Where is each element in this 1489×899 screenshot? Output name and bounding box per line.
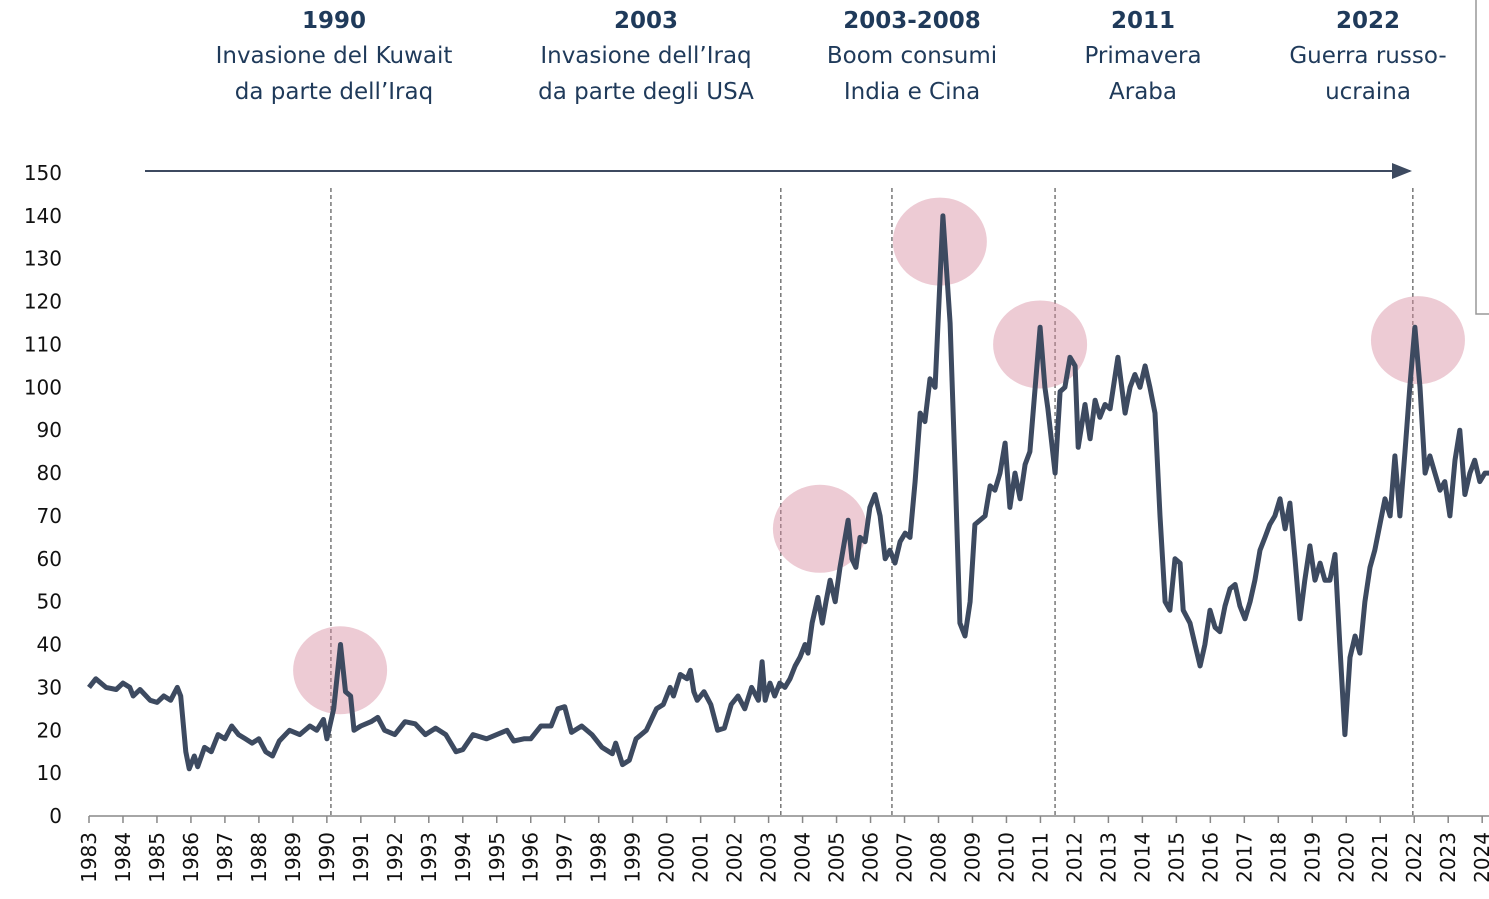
y-tick-label: 30 [37,675,62,699]
legend-box-edge [1475,0,1489,315]
y-tick-label: 150 [24,161,62,185]
event-text: ucraina [1325,79,1411,105]
x-tick-label: 1986 [179,832,203,883]
x-tick-label: 2024 [1470,832,1489,883]
x-tick-label: 2008 [927,832,951,883]
event-text: Guerra russo- [1289,43,1446,69]
x-tick-label: 2002 [723,832,747,883]
x-tick-label: 2012 [1062,832,1086,883]
x-tick-label: 1991 [349,832,373,883]
x-tick-label: 1990 [315,832,339,883]
x-tick-label: 1987 [213,832,237,883]
x-tick-label: 2001 [689,832,713,883]
x-tick-label: 2023 [1436,832,1460,883]
x-tick-label: 1992 [383,832,407,883]
event-text: da parte degli USA [538,79,754,105]
x-tick-label: 2016 [1198,832,1222,883]
x-tick-label: 2013 [1096,832,1120,883]
event-text: India e Cina [844,79,980,105]
x-tick-label: 1983 [77,832,101,883]
x-tick-label: 2019 [1300,832,1324,883]
x-tick-label: 2020 [1334,832,1358,883]
x-tick-label: 1999 [621,832,645,883]
x-tick-label: 2015 [1164,832,1188,883]
x-tick-label: 2021 [1368,832,1392,883]
y-tick-label: 50 [37,590,62,614]
x-tick-label: 1985 [145,832,169,883]
event-text: Boom consumi [827,43,997,69]
y-tick-label: 10 [37,761,62,785]
x-tick-label: 1989 [281,832,305,883]
x-tick-label: 2003 [757,832,781,883]
y-tick-label: 60 [37,547,62,571]
x-tick-label: 1998 [587,832,611,883]
y-tick-label: 80 [37,461,62,485]
y-tick-label: 40 [37,633,62,657]
x-tick-label: 2006 [859,832,883,883]
x-tick-label: 2014 [1130,832,1154,883]
event-year: 1990 [302,8,366,34]
event-year: 2011 [1111,8,1175,34]
x-tick-label: 1995 [485,832,509,883]
x-tick-label: 2010 [994,832,1018,883]
event-text: Invasione del Kuwait [216,43,453,69]
x-tick-label: 1994 [451,832,475,883]
y-tick-label: 130 [24,247,62,271]
x-tick-label: 2009 [960,832,984,883]
x-tick-label: 1993 [417,832,441,883]
x-tick-label: 2011 [1028,832,1052,883]
x-tick-label: 1997 [553,832,577,883]
y-tick-label: 0 [49,804,62,828]
x-tick-label: 2000 [655,832,679,883]
event-text: Araba [1109,79,1177,105]
x-tick-label: 1988 [247,832,271,883]
event-text: da parte dell’Iraq [235,79,433,105]
x-tick-label: 2022 [1402,832,1426,883]
event-text: Invasione dell’Iraq [540,43,751,69]
event-text: Primavera [1084,43,1201,69]
x-tick-label: 2005 [825,832,849,883]
event-year: 2003-2008 [843,8,981,34]
event-year: 2022 [1336,8,1400,34]
event-year: 2003 [614,8,678,34]
x-tick-label: 1996 [519,832,543,883]
y-tick-label: 90 [37,418,62,442]
x-tick-label: 1984 [111,832,135,883]
y-tick-label: 120 [24,290,62,314]
y-tick-label: 70 [37,504,62,528]
price-line [87,213,1489,772]
x-tick-label: 2018 [1266,832,1290,883]
y-tick-label: 20 [37,718,62,742]
x-tick-label: 2004 [791,832,815,883]
y-tick-label: 140 [24,204,62,228]
y-tick-label: 100 [24,375,62,399]
x-tick-label: 2017 [1232,832,1256,883]
x-tick-label: 2007 [893,832,917,883]
y-tick-label: 110 [24,332,62,356]
